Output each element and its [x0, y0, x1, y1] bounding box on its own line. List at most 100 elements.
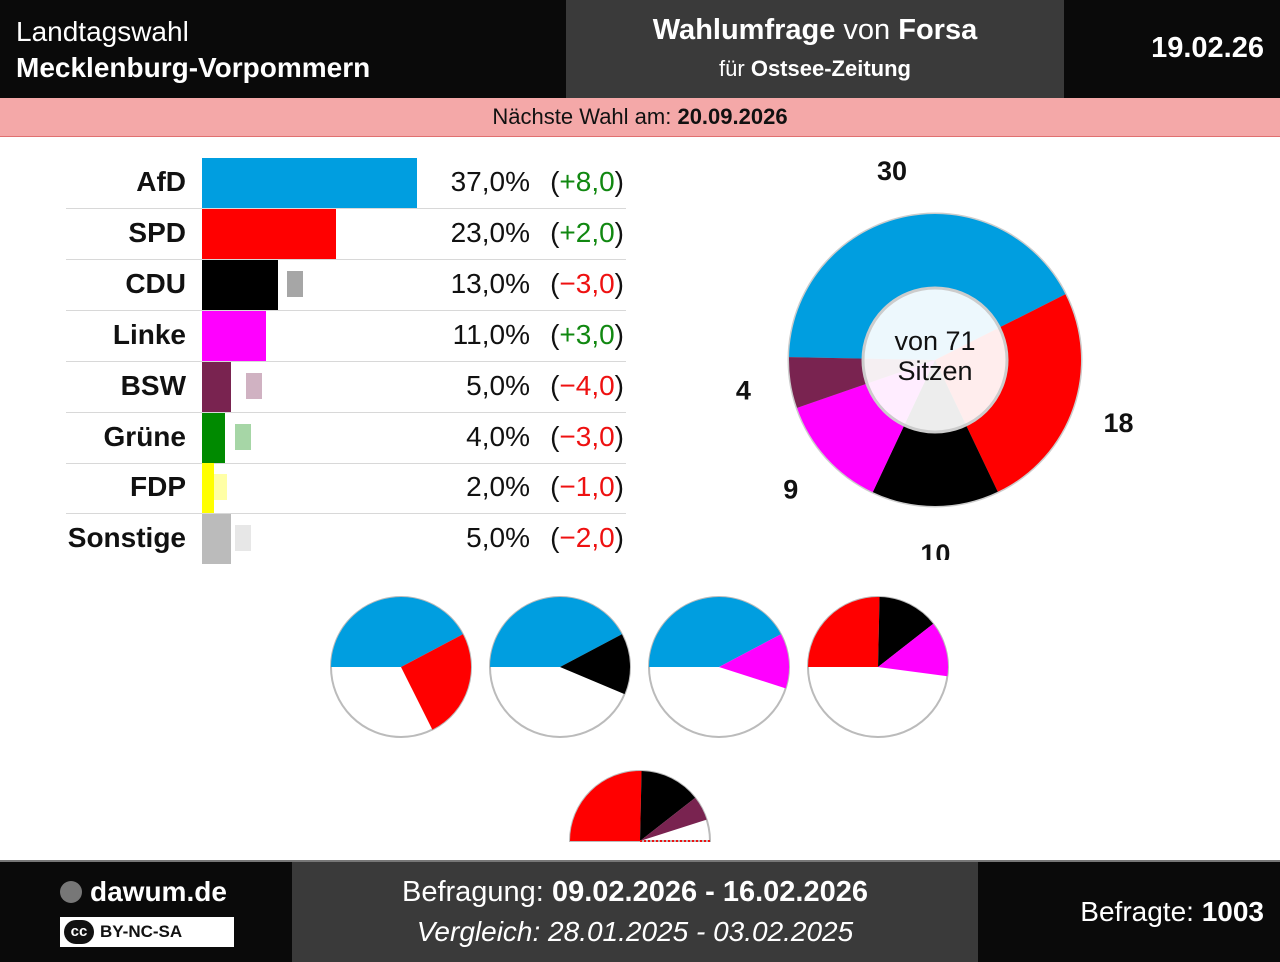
change-label: (+3,0): [550, 319, 624, 351]
change-label: (+8,0): [550, 166, 624, 198]
paren-close: ): [614, 522, 624, 554]
change-value: −3,0: [559, 267, 615, 299]
bar-row-afd: AfD 37,0% (+8,0): [66, 158, 626, 209]
previous-value-marker: [240, 321, 257, 348]
change-label: (−3,0): [550, 421, 624, 453]
seat-label: 18: [1104, 408, 1134, 438]
paren-close: ): [614, 369, 624, 401]
paren-close: ): [614, 216, 624, 248]
survey-label: Befragung:: [401, 876, 552, 908]
next-election-date: 20.09.2026: [677, 104, 788, 129]
coalition-slice-spd: [401, 634, 471, 730]
change-label: (+2,0): [550, 217, 624, 249]
value-label: 11,0%: [452, 318, 530, 350]
seat-label: 10: [920, 539, 950, 560]
election-type: Landtagswahl: [16, 16, 189, 47]
party-label: Linke: [112, 318, 186, 350]
pollster-name: Forsa: [898, 14, 978, 46]
header: Landtagswahl Mecklenburg-Vorpommern Wahl…: [0, 0, 1280, 98]
change-value: −4,0: [559, 369, 615, 401]
previous-value-marker: [286, 270, 303, 297]
state-name: Mecklenburg-Vorpommern: [16, 52, 371, 83]
paren-open: (: [550, 267, 560, 299]
value-label: 23,0%: [450, 216, 530, 248]
license-text: BY-NC-SA: [100, 922, 183, 941]
poll-by-text: von: [835, 14, 899, 46]
seat-label: 30: [877, 160, 907, 186]
change-value: +3,0: [559, 318, 615, 350]
brand[interactable]: dawum.de: [60, 876, 227, 908]
bar-row-bsw: BSW 5,0% (−4,0): [66, 361, 626, 413]
party-label: Grüne: [103, 420, 186, 452]
coalition-slice-linke: [878, 623, 948, 677]
coalition-pie-afd-cdu: [489, 596, 631, 738]
coalition-slice-afd: [490, 596, 622, 667]
publish-date: 19.02.26: [1151, 32, 1264, 64]
party-label: SPD: [128, 216, 186, 248]
value-label: 2,0%: [466, 471, 530, 503]
respondents-count: 1003: [1201, 896, 1264, 927]
previous-value-marker: [211, 474, 228, 501]
compare-label: Vergleich:: [416, 916, 549, 947]
paren-open: (: [550, 216, 560, 248]
donut-center-line1: von 71: [894, 326, 975, 356]
value-label: 5,0%: [466, 522, 530, 554]
paren-close: ): [614, 267, 624, 299]
previous-value-marker: [234, 525, 251, 552]
license-badge[interactable]: cc BY-NC-SA: [60, 917, 234, 947]
poll-type: Wahlumfrage: [652, 14, 836, 46]
compare-dates: 28.01.2025 - 03.02.2025: [548, 916, 854, 947]
respondents-label: Befragte:: [1080, 896, 1202, 927]
previous-value-marker: [316, 219, 333, 246]
paren-close: ): [614, 471, 624, 503]
coalition-pie-afd-spd: [330, 596, 472, 738]
party-label: AfD: [136, 166, 186, 197]
bar-row-sonstige: Sonstige 5,0% (−2,0): [66, 514, 626, 565]
bar-row-grüne: Grüne 4,0% (−3,0): [66, 412, 626, 464]
bar-row-cdu: CDU 13,0% (−3,0): [66, 259, 626, 311]
bar-grüne: [202, 412, 226, 463]
seat-label: 9: [783, 475, 798, 505]
donut-center-line2: Sitzen: [897, 356, 972, 386]
change-label: (−3,0): [550, 268, 624, 300]
party-label: FDP: [130, 471, 186, 503]
value-label: 13,0%: [450, 267, 530, 299]
change-value: +2,0: [559, 216, 615, 248]
change-label: (−4,0): [550, 370, 624, 402]
coalition-pie-spd-cdu-bsw: [568, 770, 712, 842]
bar-bsw: [202, 361, 232, 412]
paren-open: (: [550, 369, 560, 401]
coalition-slice-cdu: [640, 771, 696, 841]
survey-dates: 09.02.2026 - 16.02.2026: [551, 876, 868, 908]
poll-info: Wahlumfrage von Forsa für Ostsee-Zeitung: [566, 0, 1064, 98]
bar-fdp: [202, 463, 214, 514]
party-label: CDU: [125, 267, 186, 299]
paren-open: (: [550, 166, 560, 197]
client-name: Ostsee-Zeitung: [750, 56, 911, 81]
party-label: Sonstige: [67, 522, 186, 554]
creative-commons-icon: cc: [64, 920, 94, 944]
change-value: −2,0: [559, 522, 615, 554]
bar-afd: [202, 158, 417, 208]
next-election-banner: Nächste Wahl am: 20.09.2026: [0, 98, 1280, 137]
respondents: Befragte: 1003: [1080, 896, 1264, 928]
paren-open: (: [550, 318, 560, 350]
paren-close: ): [614, 318, 624, 350]
footer: dawum.de cc BY-NC-SA Befragung: 09.02.202…: [0, 860, 1280, 962]
seat-label: 4: [736, 375, 751, 405]
previous-value-marker: [246, 372, 263, 399]
change-value: −3,0: [559, 420, 615, 452]
previous-value-marker: [234, 423, 251, 450]
dawum-logo-icon: [60, 881, 82, 903]
election-title: Landtagswahl Mecklenburg-Vorpommern: [16, 14, 370, 86]
brand-name: dawum.de: [90, 876, 227, 907]
bar-linke: [202, 310, 266, 361]
change-value: −1,0: [559, 471, 615, 503]
coalition-charts: [330, 596, 949, 842]
coalition-pie-spd-cdu-linke: [807, 596, 949, 738]
client-prefix: für: [719, 56, 751, 81]
coalition-slice-spd: [570, 771, 642, 841]
donut-hole: [861, 286, 1009, 434]
value-label: 4,0%: [466, 420, 530, 452]
